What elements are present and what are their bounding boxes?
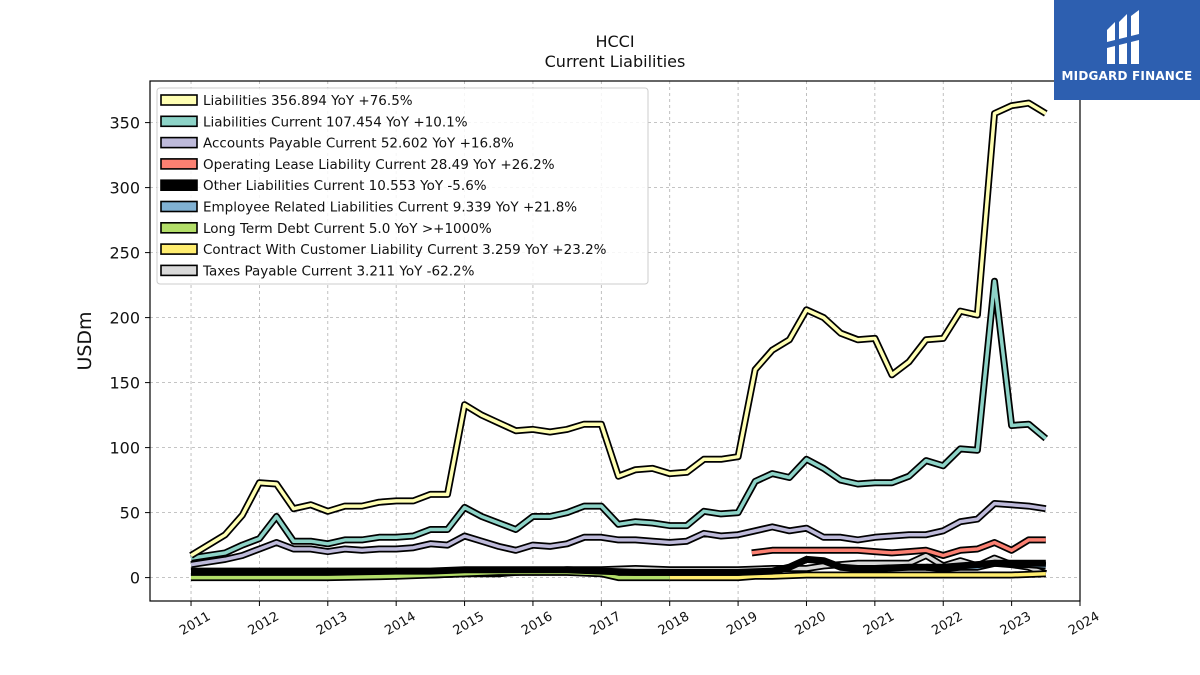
x-tick-label: 2013 xyxy=(314,609,350,639)
series-line xyxy=(190,279,1047,560)
x-tick-label: 2015 xyxy=(451,609,487,639)
series-lines xyxy=(189,99,1049,582)
series-line xyxy=(190,501,1047,567)
legend-entry: Other Liabilities Current 10.553 YoY -5.… xyxy=(203,178,487,194)
y-tick-label: 150 xyxy=(109,374,140,393)
y-tick-label: 100 xyxy=(109,439,140,458)
legend: Liabilities 356.894 YoY +76.5% Liabilitie… xyxy=(156,87,649,285)
x-tick-label: 2014 xyxy=(382,609,418,639)
midgard-logo-icon xyxy=(1107,10,1139,64)
x-tick-label: 2017 xyxy=(587,609,623,639)
y-axis-label: USDm xyxy=(74,311,96,370)
y-tick-label: 250 xyxy=(109,244,140,263)
x-tick-label: 2011 xyxy=(177,609,213,639)
legend-swatch xyxy=(160,243,198,255)
legend-entry: Operating Lease Liability Current 28.49 … xyxy=(203,157,555,173)
legend-entry: Long Term Debt Current 5.0 YoY >+1000% xyxy=(203,221,492,237)
legend-entry: Taxes Payable Current 3.211 YoY -62.2% xyxy=(202,263,475,279)
legend-entry: Employee Related Liabilities Current 9.3… xyxy=(203,200,577,216)
x-tick-label: 2018 xyxy=(656,609,692,639)
x-tick-label: 2023 xyxy=(998,609,1034,639)
brand-logo: MIDGARD FINANCE xyxy=(1054,0,1200,100)
series-accounts-payable-current xyxy=(190,500,1047,569)
x-tick-label: 2021 xyxy=(861,609,897,639)
series-operating-lease-liability-current xyxy=(751,536,1046,559)
series-line xyxy=(669,571,1046,580)
legend-box xyxy=(156,87,649,285)
plot-frame xyxy=(149,80,1081,602)
legend-swatch xyxy=(160,179,198,191)
legend-swatch xyxy=(160,158,198,170)
legend-entry: Contract With Customer Liability Current… xyxy=(203,242,607,258)
series-line xyxy=(190,101,1047,557)
series-other-liabilities-current xyxy=(191,555,1046,576)
chart-subtitle: Current Liabilities xyxy=(545,52,686,71)
series-contract-with-customer-liability-current xyxy=(669,570,1046,582)
series-line xyxy=(751,538,1046,558)
x-tick-label: 2019 xyxy=(724,609,760,639)
legend-swatch xyxy=(160,115,198,128)
legend-swatch xyxy=(160,136,198,149)
x-tick-label: 2024 xyxy=(1066,609,1102,639)
x-tick-label: 2012 xyxy=(246,609,282,639)
series-liabilities xyxy=(189,99,1048,559)
series-line-outline xyxy=(190,277,1049,562)
brand-name: MIDGARD FINANCE xyxy=(1061,69,1193,83)
y-tick-label: 0 xyxy=(130,569,140,588)
legend-swatch xyxy=(160,200,198,213)
legend-entry: Accounts Payable Current 52.602 YoY +16.… xyxy=(203,136,514,152)
legend-entry: Liabilities 356.894 YoY +76.5% xyxy=(203,93,413,109)
y-tick-label: 300 xyxy=(109,179,140,198)
legend-entry: Liabilities Current 107.454 YoY +10.1% xyxy=(203,114,468,130)
x-tick-label: 2016 xyxy=(519,609,555,639)
series-liabilities-current xyxy=(190,277,1049,562)
y-tick-label: 350 xyxy=(109,114,140,133)
x-tick-label: 2022 xyxy=(929,609,965,639)
legend-swatch xyxy=(160,94,198,106)
y-tick-label: 200 xyxy=(109,309,140,328)
x-tick-label: 2020 xyxy=(793,609,829,639)
y-tick-label: 50 xyxy=(120,504,140,523)
legend-swatch xyxy=(160,222,198,234)
series-line xyxy=(191,557,1046,575)
legend-swatch xyxy=(160,264,198,277)
chart-title: HCCI xyxy=(595,32,634,51)
